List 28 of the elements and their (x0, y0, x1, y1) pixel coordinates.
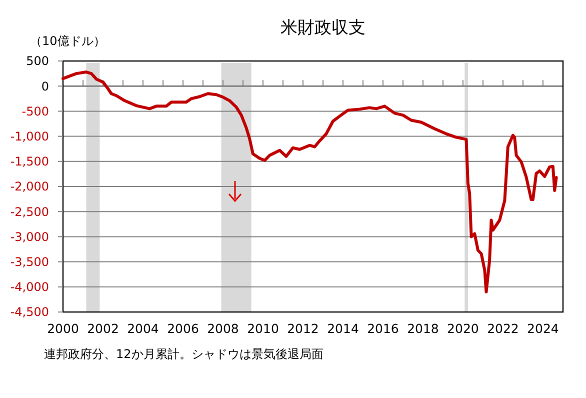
x-tick-label: 2004 (127, 321, 159, 336)
x-tick-label: 2024 (527, 321, 559, 336)
text: 連邦政府分、12か月累計。シャドウは景気後退局面 (44, 347, 324, 361)
y-tick-label: -2,500 (10, 204, 49, 219)
y-tick-label: -1,500 (10, 154, 49, 169)
y-tick-label: -500 (22, 104, 49, 118)
x-tick-label: 2014 (327, 321, 359, 336)
x-tick-label: 2012 (287, 321, 319, 336)
x-tick-label: 2000 (47, 321, 79, 336)
x-tick-label: 2010 (247, 321, 279, 336)
y-tick-label: 500 (26, 54, 49, 68)
y-tick-label: -3,000 (10, 230, 49, 244)
x-tick-label: 2006 (167, 321, 199, 336)
x-tick-label: 2008 (207, 321, 239, 336)
y-tick-label: 0 (41, 79, 49, 94)
y-tick-label: -3,500 (10, 255, 49, 269)
x-tick-label: 2016 (367, 321, 399, 336)
y-tick-label: -4,500 (10, 305, 49, 320)
x-tick-label: 2002 (87, 321, 119, 336)
x-tick-label: 2020 (447, 321, 479, 336)
x-tick-label: 2018 (407, 321, 439, 336)
y-tick-label: -4,000 (10, 280, 49, 294)
y-tick-label: -1,000 (10, 130, 49, 144)
x-tick-label: 2022 (487, 321, 519, 336)
y-tick-label: -2,000 (10, 180, 49, 194)
y-axis-title: （10億ドル） (30, 34, 106, 48)
chart-title: 米財政収支 (280, 18, 366, 38)
line-series (62, 70, 558, 294)
